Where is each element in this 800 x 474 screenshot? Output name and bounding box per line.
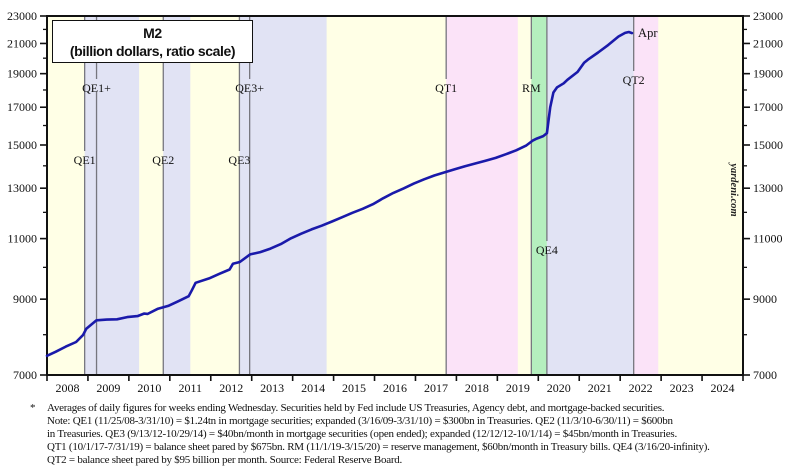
x-axis-year-label: 2010 [137, 381, 161, 395]
y-axis-tick-label-left: 9000 [13, 292, 37, 306]
m2-chart-plot: 7000 7000 9000 9000 11000 11000 13000 13000 1500… [7, 9, 783, 395]
chart-title-line2: (billion dollars, ratio scale) [69, 42, 236, 59]
event-label-qe4: QE4 [536, 243, 558, 257]
y-axis-tick-label-left: 11000 [7, 232, 37, 246]
event-label-qe1+: QE1+ [82, 81, 111, 95]
x-axis-year-label: 2011 [179, 381, 203, 395]
x-axis-year-label: 2009 [96, 381, 120, 395]
x-axis-year-label: 2014 [301, 381, 325, 395]
footnote-line: in Treasuries. QE3 (9/13/12-10/29/14) = … [47, 428, 677, 440]
event-label-qt1: QT1 [435, 81, 457, 95]
y-axis-tick-label-right: 9000 [753, 292, 777, 306]
policy-band-qe2 [163, 16, 191, 375]
x-axis-year-label: 2023 [670, 381, 694, 395]
y-axis-tick-label-right: 13000 [753, 181, 783, 195]
x-axis-year-label: 2022 [629, 381, 653, 395]
event-label-qe3: QE3 [228, 153, 250, 167]
chart-title-line1: M2 [143, 24, 162, 41]
y-axis-tick-label-right: 15000 [753, 138, 783, 152]
y-axis-tick-label-right: 11000 [753, 232, 783, 246]
y-axis-tick-label-left: 21000 [7, 36, 37, 50]
y-axis-tick-label-left: 7000 [13, 368, 37, 382]
x-axis-year-label: 2016 [383, 381, 407, 395]
footnote-line: Averages of daily figures for weeks endi… [47, 402, 665, 414]
x-axis-year-label: 2013 [260, 381, 284, 395]
event-label-qe3+: QE3+ [235, 81, 264, 95]
y-axis-tick-label-right: 23000 [753, 9, 783, 23]
x-axis-year-label: 2019 [506, 381, 530, 395]
x-axis-year-label: 2017 [424, 381, 448, 395]
policy-band-qe1 [84, 16, 140, 375]
y-axis-tick-label-right: 19000 [753, 67, 783, 81]
footnote-marker: * [30, 402, 36, 414]
y-axis-tick-label-left: 23000 [7, 9, 37, 23]
event-label-qt2: QT2 [623, 73, 645, 87]
footnote: * Averages of daily figures for weeks en… [30, 402, 800, 467]
footnote-lines: Averages of daily figures for weeks endi… [47, 402, 710, 467]
policy-band-qe4 [546, 16, 634, 375]
x-axis-year-label: 2018 [465, 381, 489, 395]
series-end-label: Apr [638, 26, 658, 40]
y-axis-tick-label-left: 19000 [7, 67, 37, 81]
y-axis-tick-label-left: 17000 [7, 100, 37, 114]
x-axis-year-label: 2012 [219, 381, 243, 395]
watermark-text: yardeni.com [728, 161, 739, 216]
x-axis-year-label: 2015 [342, 381, 366, 395]
y-axis-tick-label-left: 13000 [7, 181, 37, 195]
y-axis-tick-label-right: 17000 [753, 100, 783, 114]
x-axis-year-label: 2024 [711, 381, 735, 395]
event-label-rm: RM [522, 81, 541, 95]
y-axis-tick-label-right: 7000 [753, 368, 777, 382]
y-axis-tick-label-left: 15000 [7, 138, 37, 152]
chart-title-box: M2 (billion dollars, ratio scale) [52, 20, 253, 63]
y-axis-tick-label-right: 21000 [753, 36, 783, 50]
event-label-qe1: QE1 [74, 153, 96, 167]
policy-band-rm [531, 16, 547, 375]
x-axis-year-label: 2020 [547, 381, 571, 395]
footnote-line: QT2 = balance sheet pared by $95 billion… [47, 454, 403, 466]
footnote-line: QT1 (10/1/17-7/31/19) = balance sheet pa… [47, 441, 710, 453]
x-axis-year-label: 2008 [55, 381, 79, 395]
m2-series-line [45, 30, 634, 358]
policy-band-qe3 [239, 16, 327, 375]
policy-band-qt1 [446, 16, 518, 375]
event-label-qe2: QE2 [152, 153, 174, 167]
footnote-line: Note: QE1 (11/25/08-3/31/10) = $1.24tn i… [47, 415, 673, 427]
plot-frame [46, 15, 744, 376]
policy-band-qt2 [633, 16, 659, 375]
x-axis-year-label: 2021 [588, 381, 612, 395]
